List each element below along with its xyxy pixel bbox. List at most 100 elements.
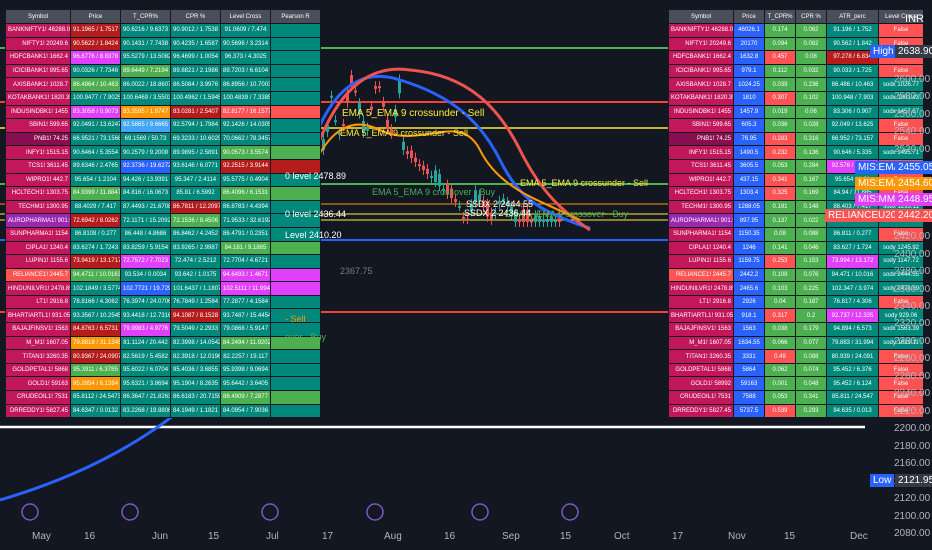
candle bbox=[374, 86, 377, 89]
table-row: CRUDEOIL1! 7531 85.8112 / 24.5473 86.3647 … bbox=[5, 390, 321, 405]
value-cell: 93.7487 / 15.4454 bbox=[220, 308, 271, 324]
value-cell: 84.9399 / 11.8847 bbox=[70, 186, 121, 201]
currency-label[interactable]: INR bbox=[905, 13, 924, 25]
cpr-cell: 0.284 bbox=[795, 158, 827, 174]
time-tick: Aug bbox=[384, 531, 402, 542]
table-row: LT1! 2916.8 2926 0.04 0.187 76.817 / 4.306 Fa… bbox=[668, 294, 924, 310]
table-row: INFY1! 1515.15 90.6464 / 5.3554 90.2579 / … bbox=[5, 145, 321, 160]
tcpr-cell: 0.457 bbox=[764, 50, 796, 65]
atr-cell: 95.452 / 6.376 bbox=[826, 362, 879, 378]
candle bbox=[470, 204, 473, 212]
value-cell: 86.448 / 4.8686 bbox=[120, 226, 171, 242]
atr-cell: 94.894 / 6.573 bbox=[826, 322, 879, 337]
time-tick: Jun bbox=[152, 531, 169, 542]
symbol-cell: TCS1! 3611.45 bbox=[668, 158, 734, 174]
time-tick: 16 bbox=[84, 531, 96, 542]
value-cell: 83.3058 / 0.9073 bbox=[70, 104, 121, 120]
value-cell: 96.4699 / 1.0054 bbox=[170, 50, 221, 65]
candle bbox=[322, 139, 325, 150]
value-cell: 85.81 / 6.5992 bbox=[170, 186, 221, 201]
level-cross-cell: sody 2478.89 bbox=[878, 281, 924, 296]
value-cell: 79.9983 / 4.9776 bbox=[120, 322, 171, 337]
symbol-cell: ICICIBANK1! 995.65 bbox=[668, 63, 734, 79]
candle bbox=[354, 90, 357, 93]
value-cell: 90.4235 / 1.6587 bbox=[170, 36, 221, 52]
tcpr-cell: 0.053 bbox=[764, 158, 796, 174]
candle bbox=[334, 120, 337, 123]
value-cell: 84.181 / 9.1885 bbox=[220, 240, 271, 256]
event-icon bbox=[121, 503, 139, 521]
value-cell: 90.1431 / 7.7438 bbox=[120, 36, 171, 52]
symbol-cell: HINDUNILVR1! 2478.85 bbox=[5, 281, 71, 296]
level-cross-cell: False bbox=[878, 390, 924, 405]
value-cell: 93.4418 / 12.7316 bbox=[120, 308, 171, 324]
price-cell: 1810 bbox=[733, 90, 765, 106]
cpr-cell: 0.316 bbox=[795, 131, 827, 147]
table-row: BANKNIFTY1! 46288.05 46026.1 0.174 0.062 91.… bbox=[668, 23, 924, 38]
value-cell bbox=[270, 254, 321, 269]
value-cell bbox=[270, 199, 321, 215]
tcpr-cell: 0.112 bbox=[764, 63, 796, 79]
value-cell: 82.3918 / 12.0196 bbox=[170, 349, 221, 364]
tcpr-cell: 0.174 bbox=[764, 23, 796, 38]
tcpr-cell: 0.253 bbox=[764, 254, 796, 269]
level-cross-cell: sodx 2444.55 bbox=[878, 267, 924, 283]
price-cell: 2465.6 bbox=[733, 281, 765, 296]
table-row: SUNPHARMA1! 1154 1150.35 0.08 0.088 86.811 /… bbox=[668, 226, 924, 242]
candle bbox=[502, 198, 505, 201]
value-cell: 66.9521 / 73.1568 bbox=[70, 131, 121, 147]
symbol-cell: AUROPHARMA1! 901.95 bbox=[5, 213, 71, 228]
column-header: T_CPR% bbox=[764, 9, 796, 24]
atr-cell: 90.646 / 5.335 bbox=[826, 145, 879, 160]
value-cell: 90.6216 / 9.6373 bbox=[120, 23, 171, 38]
value-cell: 96.6776 / 8.8378 bbox=[70, 50, 121, 65]
value-cell bbox=[270, 362, 321, 378]
event-icon bbox=[471, 503, 489, 521]
ema-9-line bbox=[0, 74, 591, 502]
column-header: ATR_perc bbox=[826, 9, 879, 24]
low-label: Low bbox=[870, 474, 895, 487]
tcpr-cell: 0.04 bbox=[764, 294, 796, 310]
price-cell: 1288.05 bbox=[733, 199, 765, 215]
symbol-cell: NIFTY1! 20249.6 bbox=[668, 36, 734, 52]
symbol-cell: PNB1! 74.25 bbox=[668, 131, 734, 147]
value-cell: 89.6346 / 2.4765 bbox=[70, 158, 121, 174]
cpr-cell: 0.187 bbox=[795, 294, 827, 310]
value-cell: 83.8259 / 5.9154 bbox=[120, 240, 171, 256]
indicator-value: 2455.05 bbox=[895, 161, 932, 174]
value-cell bbox=[270, 90, 321, 106]
atr-cell: 102.347 / 3.974 bbox=[826, 281, 879, 296]
symbol-cell: CIPLA1! 1240.4 bbox=[668, 240, 734, 256]
atr-cell: 94.471 / 10.016 bbox=[826, 267, 879, 283]
symbol-cell: HDFCBANK1! 1662.4 bbox=[5, 50, 71, 65]
value-cell: 86.8956 / 10.7003 bbox=[220, 77, 271, 92]
value-cell: 84.6347 / 0.0132 bbox=[70, 403, 121, 419]
value-cell: 84.8763 / 6.5731 bbox=[70, 322, 121, 337]
tcpr-cell: 0.039 bbox=[764, 77, 796, 92]
value-cell: 95.4036 / 3.6855 bbox=[170, 362, 221, 378]
candle bbox=[514, 214, 517, 222]
tcpr-cell: 0.038 bbox=[764, 322, 796, 337]
value-cell: 93.6146 / 6.0771 bbox=[170, 158, 221, 174]
left-table-header: Symbol Price T_CPR% CPR % Level Cross Pearson… bbox=[5, 9, 321, 24]
value-cell: 79.8818 / 31.1345 bbox=[70, 335, 121, 351]
price-cell: 1024.25 bbox=[733, 77, 765, 92]
value-cell bbox=[270, 226, 321, 242]
symbol-cell: LT1! 2916.8 bbox=[668, 294, 734, 310]
value-cell bbox=[270, 23, 321, 38]
candle bbox=[490, 212, 493, 220]
candle bbox=[386, 119, 389, 130]
candle bbox=[434, 170, 437, 182]
value-cell: 93.642 / 1.0175 bbox=[170, 267, 221, 283]
symbol-cell: LUPIN1! 1155.6 bbox=[5, 254, 71, 269]
value-cell bbox=[270, 36, 321, 52]
candle bbox=[474, 190, 477, 203]
column-header: CPR % bbox=[170, 9, 221, 24]
price-cell: 1634.55 bbox=[733, 335, 765, 351]
value-cell: 95.9398 / 9.0694 bbox=[220, 362, 271, 378]
cpr-cell: 0.088 bbox=[795, 226, 827, 242]
value-cell: 86.4096 / 6.1531 bbox=[220, 186, 271, 201]
price-cell: 3605.5 bbox=[733, 158, 765, 174]
value-cell: 72.1536 / 8.4506 bbox=[170, 213, 221, 228]
candle bbox=[382, 101, 385, 107]
